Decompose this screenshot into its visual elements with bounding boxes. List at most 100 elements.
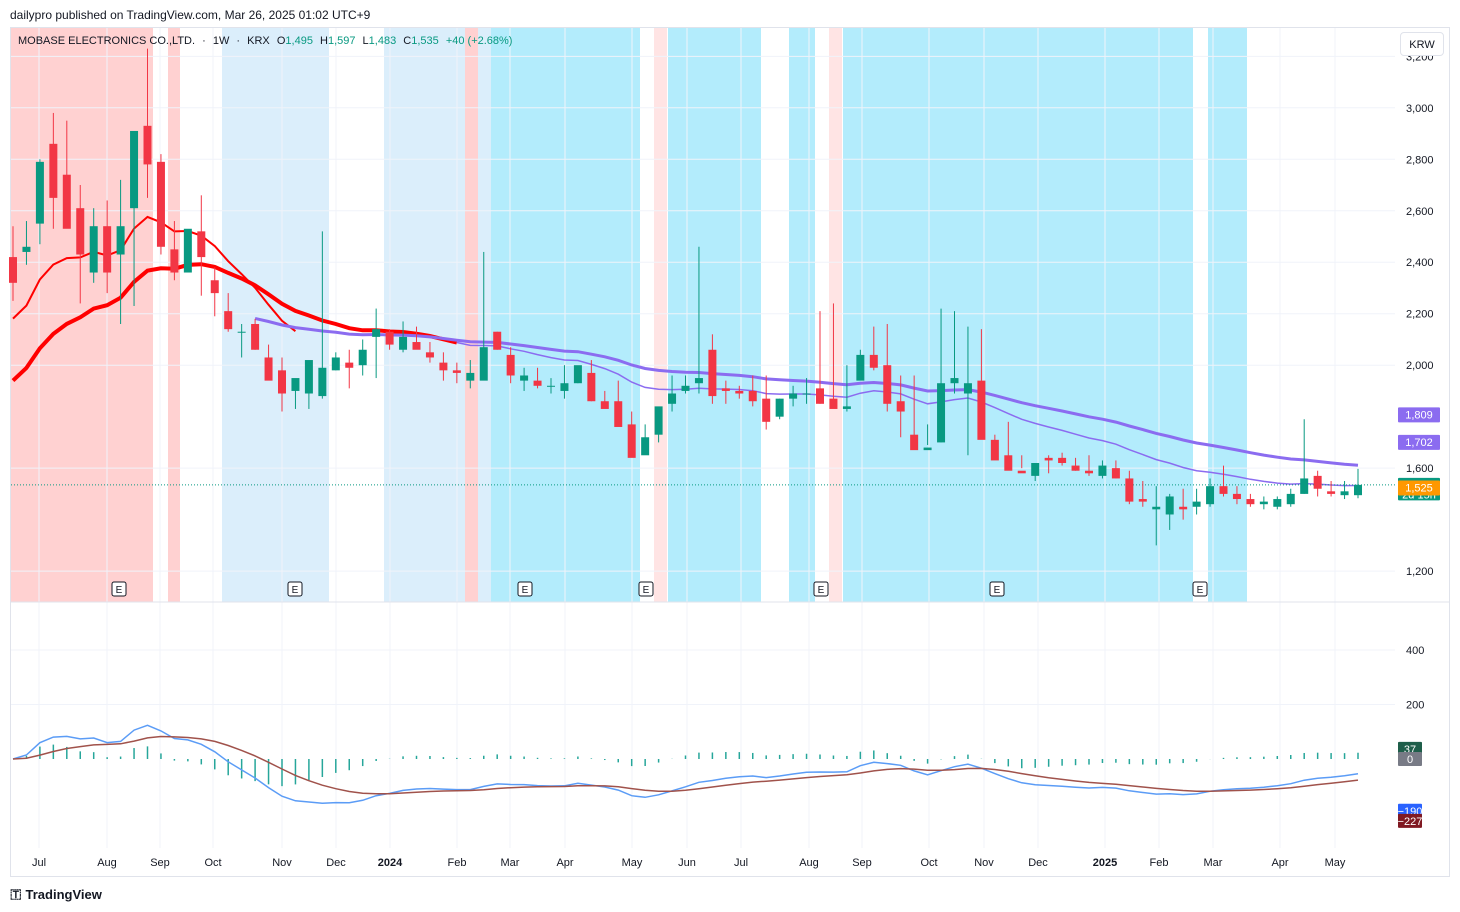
- time-tick-label: Dec: [1028, 857, 1048, 869]
- candle-body: [278, 370, 286, 394]
- candle-body: [775, 398, 784, 417]
- background-bands: [11, 28, 1247, 602]
- high-label: H: [320, 35, 328, 47]
- currency-button[interactable]: KRW: [1400, 32, 1444, 56]
- candle-body: [977, 380, 986, 440]
- time-tick-label: Nov: [974, 857, 994, 869]
- candle-body: [452, 370, 461, 373]
- candle-body: [1071, 465, 1080, 471]
- candle-body: [923, 447, 932, 451]
- candle-body: [883, 365, 892, 404]
- time-tick-label: Apr: [556, 857, 573, 869]
- candle-body: [237, 331, 246, 333]
- candle-body: [1354, 484, 1362, 496]
- candle-body: [291, 378, 300, 391]
- candle-body: [520, 375, 529, 381]
- symbol-name: MOBASE ELECTRONICS CO.,LTD.: [18, 35, 196, 47]
- candle-body: [641, 437, 650, 456]
- candle-body: [547, 385, 555, 387]
- candle-body: [1340, 491, 1349, 496]
- price-label-text: 1,525: [1405, 482, 1433, 494]
- candle-body: [1206, 486, 1215, 505]
- price-axis: 1,200 1,600 2,000 2,200 2,400 2,600 2,800 3,000…: [1398, 51, 1440, 578]
- earnings-marker-label: E: [818, 585, 825, 596]
- candle-body: [869, 354, 878, 368]
- earnings-marker-icon: [638, 581, 654, 597]
- time-tick-label: Apr: [1271, 857, 1288, 869]
- time-tick-label: May: [1325, 857, 1346, 869]
- publisher-line: dailypro published on TradingView.com, M…: [10, 8, 371, 22]
- candle-body: [842, 406, 851, 409]
- time-tick-label: 2024: [378, 857, 403, 869]
- candle-body: [345, 362, 354, 368]
- candle-body: [1165, 496, 1174, 515]
- earnings-marker-label: E: [522, 585, 529, 596]
- candle-body: [1017, 470, 1026, 474]
- candle-body: [224, 311, 233, 330]
- price-tick-label: 2,400: [1406, 257, 1434, 269]
- time-tick-label: Aug: [97, 857, 117, 869]
- regime-band: [384, 28, 465, 602]
- candle-body: [49, 143, 58, 198]
- candle-body: [829, 398, 838, 409]
- candle-body: [1044, 457, 1053, 461]
- candle-body: [1111, 468, 1120, 479]
- candle-body: [587, 372, 596, 402]
- candle-body: [439, 362, 448, 371]
- candle-body: [1232, 493, 1241, 500]
- open-value: 1,495: [285, 35, 313, 47]
- candle-body: [1125, 478, 1134, 502]
- candle-body: [130, 130, 139, 209]
- regime-band: [789, 28, 815, 602]
- brand-name: TradingView: [25, 886, 102, 902]
- earnings-marker-label: E: [643, 585, 650, 596]
- regime-band: [843, 28, 1193, 602]
- candle-body: [856, 354, 865, 381]
- chart-frame: [10, 27, 1450, 877]
- candle-body: [385, 331, 394, 345]
- candle-body: [103, 226, 112, 273]
- price-tick-label: 2,200: [1406, 309, 1434, 321]
- interval[interactable]: 1W: [212, 35, 230, 47]
- time-tick-label: Sep: [852, 857, 872, 869]
- ema-mid-purple-line: [456, 341, 1359, 487]
- open-label: O: [276, 35, 286, 47]
- time-axis: Jul Aug Sep Oct Nov Dec 2024 Feb Mar Apr May Jun Jul…: [32, 857, 1346, 869]
- candle-body: [1031, 463, 1040, 476]
- time-tick-label: Jun: [678, 857, 696, 869]
- earnings-marker-icon: [813, 581, 829, 597]
- candle-body: [170, 249, 179, 273]
- tradingview-brand[interactable]: 🇹 TradingView: [10, 886, 102, 902]
- candle-body: [143, 125, 152, 165]
- candle-body: [816, 388, 824, 404]
- candle-body: [76, 208, 85, 255]
- price-tick-label: 2,600: [1406, 206, 1434, 218]
- regime-band: [668, 28, 761, 602]
- close-value: 1,535: [411, 35, 439, 47]
- price-label-box: [1398, 480, 1440, 496]
- regime-band: [168, 28, 180, 602]
- time-tick-label: Oct: [204, 857, 221, 869]
- symbol-legend: MOBASE ELECTRONICS CO.,LTD. · 1W · KRX O…: [18, 35, 513, 47]
- candle-body: [896, 401, 905, 412]
- price-label-text: 1,809: [1405, 409, 1433, 421]
- candle-body: [35, 161, 44, 224]
- candle-body: [1300, 478, 1309, 494]
- time-tick-label: Oct: [920, 857, 937, 869]
- earnings-marker-icon: [989, 581, 1005, 597]
- candle-body: [802, 393, 811, 395]
- candle-body: [668, 393, 677, 404]
- close-label: C: [403, 35, 412, 47]
- candle-body: [1004, 455, 1013, 471]
- macd-tick-label: 400: [1406, 645, 1424, 657]
- low-value: 1,483: [368, 35, 397, 47]
- candle-body: [372, 329, 381, 337]
- price-tick-label: 2,800: [1406, 154, 1434, 166]
- change-value: +40 (+2.68%): [445, 35, 513, 47]
- candle-body: [1192, 501, 1201, 507]
- time-tick-label: May: [622, 857, 643, 869]
- macd-label-text: 0: [1407, 754, 1413, 766]
- candle-body: [399, 336, 408, 350]
